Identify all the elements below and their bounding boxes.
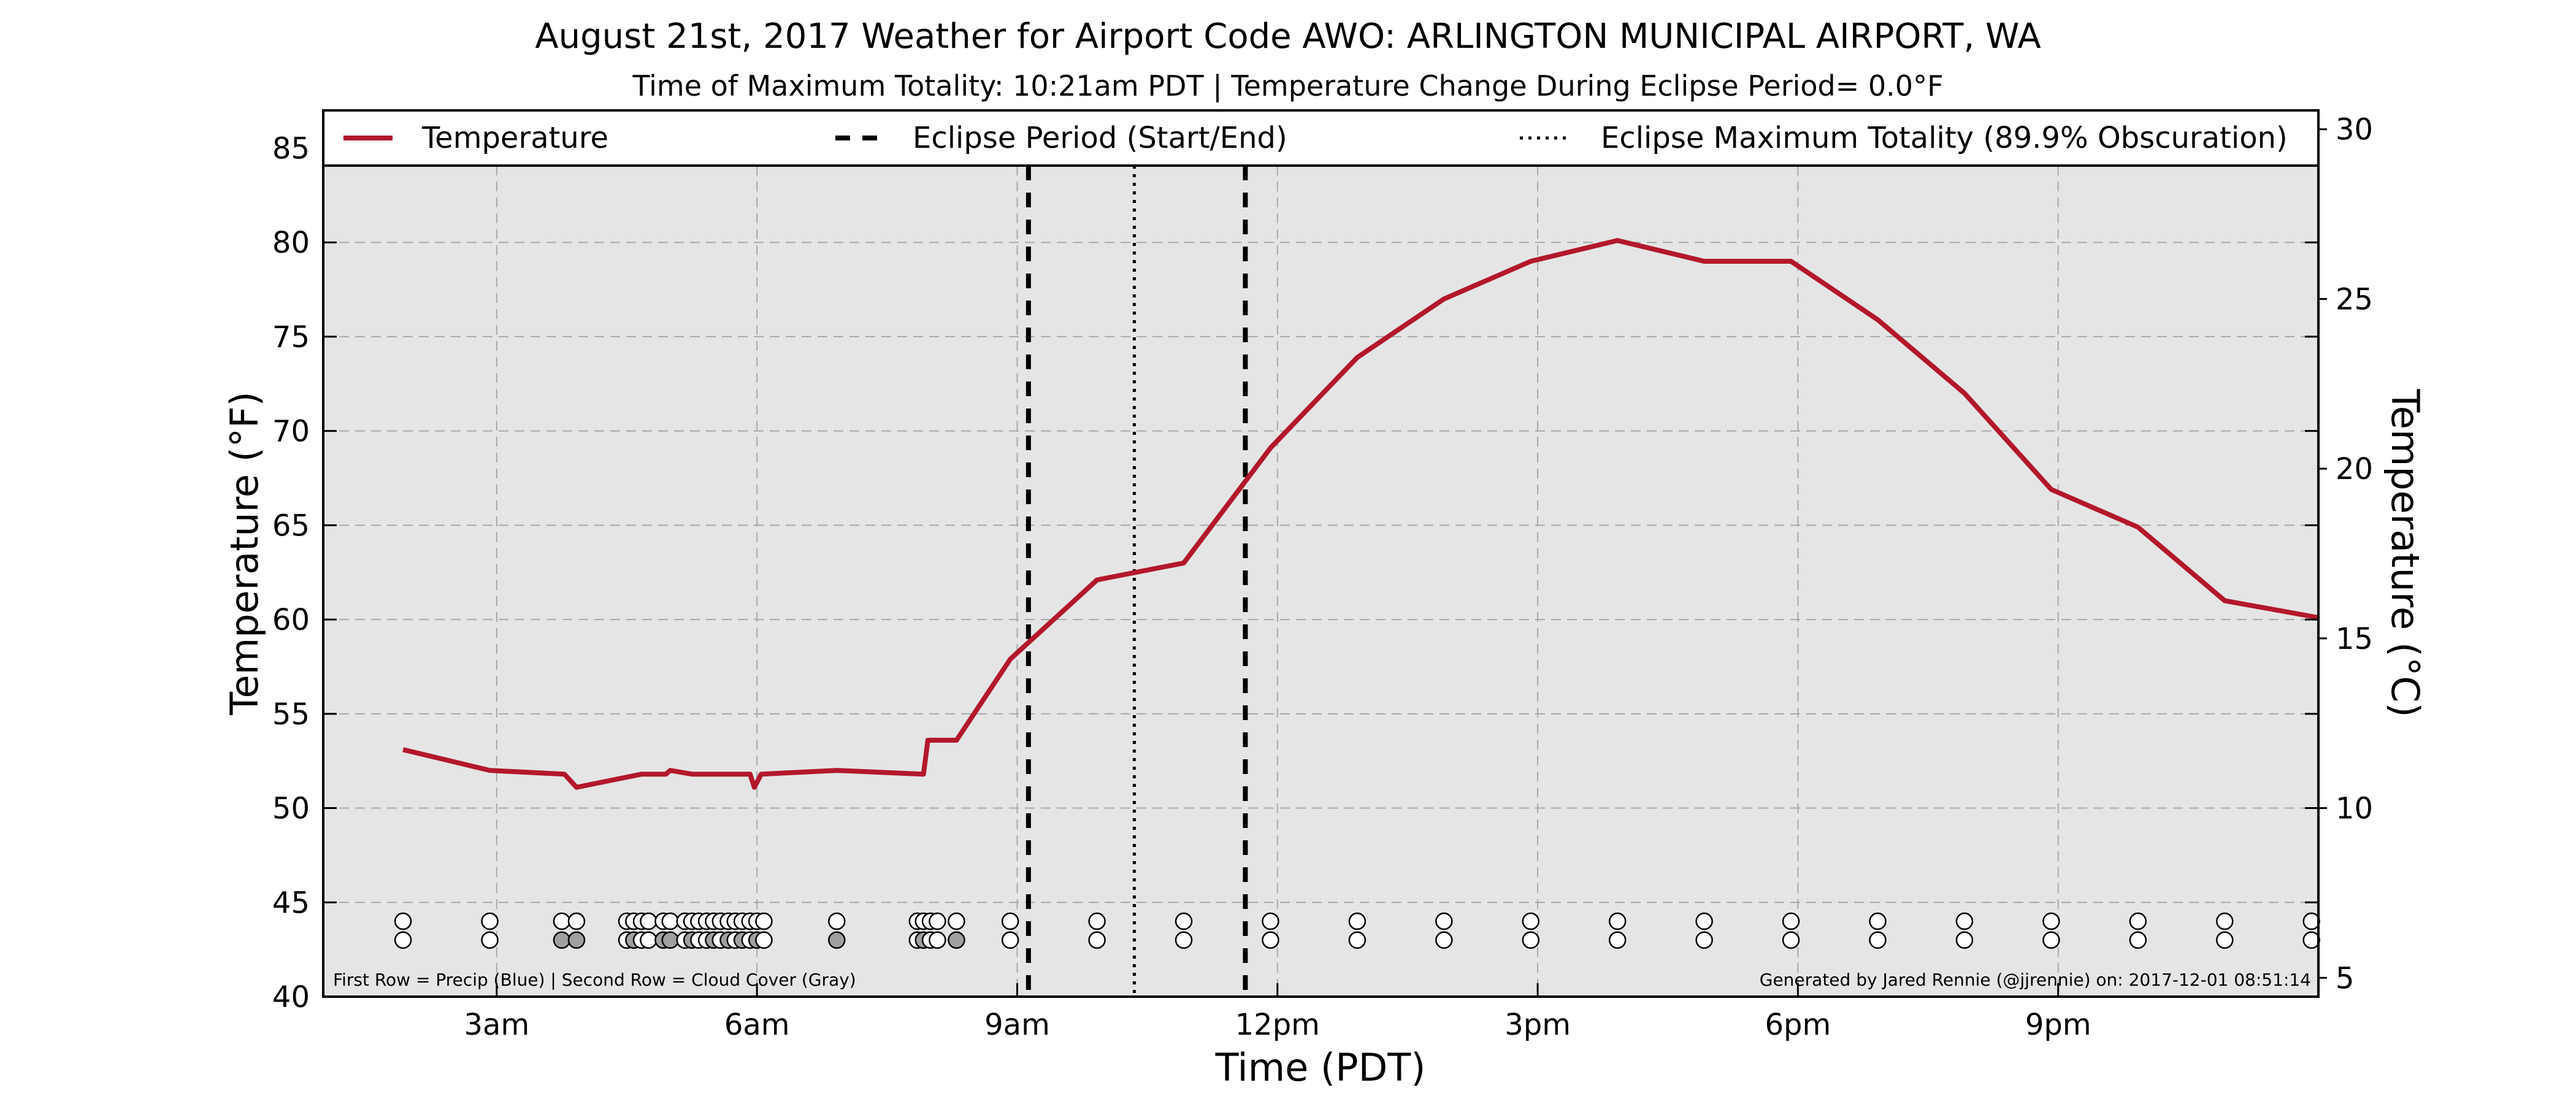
x-tick-label: 9pm — [2025, 1008, 2091, 1042]
y-axis-label-right: Temperature (°C) — [2383, 388, 2428, 717]
y-tick-label: 70 — [272, 415, 310, 449]
cloud-cover-marker — [1262, 931, 1279, 949]
x-tick-label: 6am — [724, 1008, 790, 1042]
precip-marker — [1175, 912, 1193, 930]
y-tick-label: 75 — [272, 320, 310, 355]
legend-box — [322, 109, 2320, 167]
precip-marker — [640, 912, 657, 930]
y-tick-label: 80 — [272, 226, 310, 260]
y-right-tick-label: 10 — [2336, 792, 2373, 826]
precip-marker — [394, 912, 412, 930]
plot-area — [323, 166, 2318, 997]
legend: Temperature Eclipse Period (Start/End) E… — [322, 109, 2320, 167]
x-tick-label: 6pm — [1765, 1008, 1831, 1042]
chart-subtitle: Time of Maximum Totality: 10:21am PDT | … — [632, 69, 1943, 103]
legend-label-temperature: Temperature — [421, 121, 608, 155]
precip-marker — [929, 912, 946, 930]
cloud-cover-marker — [1348, 931, 1367, 949]
legend-label-eclipse-period: Eclipse Period (Start/End) — [913, 121, 1287, 155]
precip-marker — [828, 912, 846, 930]
temperature-series-line — [402, 238, 2319, 790]
cloud-cover-marker — [1088, 931, 1106, 949]
cloud-cover-marker — [481, 931, 499, 949]
precip-marker — [1608, 912, 1627, 930]
cloud-cover-marker — [755, 931, 773, 949]
y-right-tick-label: 5 — [2336, 961, 2355, 995]
cloud-cover-marker — [1608, 931, 1627, 949]
cloud-cover-marker — [2302, 931, 2320, 949]
precip-marker — [1088, 912, 1106, 930]
cloud-cover-marker — [567, 931, 586, 949]
cloud-cover-marker — [2216, 931, 2234, 949]
precip-marker — [2042, 912, 2060, 930]
cloud-cover-marker — [661, 931, 679, 949]
y-tick-label: 65 — [272, 508, 310, 543]
cloud-cover-marker — [1955, 931, 1974, 949]
cloud-cover-marker — [948, 931, 965, 949]
cloud-cover-marker — [1782, 931, 1800, 949]
precip-marker — [755, 912, 773, 930]
y-axis-label-left: Temperature (°F) — [222, 391, 267, 715]
x-tick-label: 3pm — [1505, 1008, 1571, 1042]
cloud-cover-marker — [2129, 931, 2147, 949]
y-tick-label: 85 — [272, 131, 310, 166]
chart-title: August 21st, 2017 Weather for Airport Co… — [535, 17, 2041, 56]
y-tick-label: 50 — [272, 792, 310, 826]
precip-marker — [567, 912, 586, 930]
precip-marker — [2216, 912, 2234, 930]
annotation-right: Generated by Jared Rennie (@jjrennie) on… — [1760, 970, 2311, 990]
eclipse-lines — [1025, 166, 1248, 997]
precip-marker — [481, 912, 499, 930]
cloud-cover-marker — [553, 931, 571, 949]
cloud-cover-marker — [929, 931, 946, 949]
precip-marker — [2302, 912, 2320, 930]
cloud-cover-marker — [1869, 931, 1887, 949]
x-tick-label: 12pm — [1235, 1008, 1320, 1042]
precip-marker — [1522, 912, 1540, 930]
x-tick-label: 9am — [984, 1008, 1050, 1042]
precip-marker — [1348, 912, 1367, 930]
precip-marker — [1435, 912, 1453, 930]
cloud-cover-marker — [828, 931, 846, 949]
cloud-cover-marker — [1435, 931, 1453, 949]
precip-marker — [1869, 912, 1887, 930]
y-tick-label: 55 — [272, 697, 310, 732]
precip-marker — [1262, 912, 1279, 930]
y-tick-label: 45 — [272, 886, 310, 920]
precip-marker — [1955, 912, 1974, 930]
y-right-tick-label: 25 — [2336, 282, 2373, 316]
cloud-cover-marker — [640, 931, 657, 949]
y-tick-label: 40 — [272, 980, 310, 1014]
cloud-cover-marker — [1001, 931, 1019, 949]
precip-marker — [553, 912, 571, 930]
precip-marker — [948, 912, 965, 930]
y-right-tick-label: 20 — [2336, 452, 2373, 486]
precip-marker — [1001, 912, 1019, 930]
cloud-cover-marker — [394, 931, 412, 949]
cloud-cover-marker — [2042, 931, 2060, 949]
x-axis-label: Time (PDT) — [1215, 1045, 1426, 1090]
cloud-cover-marker — [1522, 931, 1540, 949]
y-tick-label: 60 — [272, 603, 310, 637]
precip-marker — [1782, 912, 1800, 930]
observation-markers — [394, 912, 2320, 949]
x-tick-label: 3am — [464, 1008, 530, 1042]
y-right-tick-label: 15 — [2336, 622, 2373, 656]
axis-ticks: 40 45 50 55 60 65 70 75 80 85 3am 6am 9am 12pm 3pm 6pm 9… — [272, 113, 2373, 1042]
annotation-left: First Row = Precip (Blue) | Second Row =… — [333, 970, 856, 990]
precip-marker — [1695, 912, 1713, 930]
precip-marker — [661, 912, 679, 930]
cloud-cover-marker — [1695, 931, 1713, 949]
y-right-tick-label: 30 — [2336, 113, 2373, 147]
precip-marker — [2129, 912, 2147, 930]
cloud-cover-marker — [1175, 931, 1193, 949]
legend-label-eclipse-max: Eclipse Maximum Totality (89.9% Obscurat… — [1601, 121, 2288, 155]
